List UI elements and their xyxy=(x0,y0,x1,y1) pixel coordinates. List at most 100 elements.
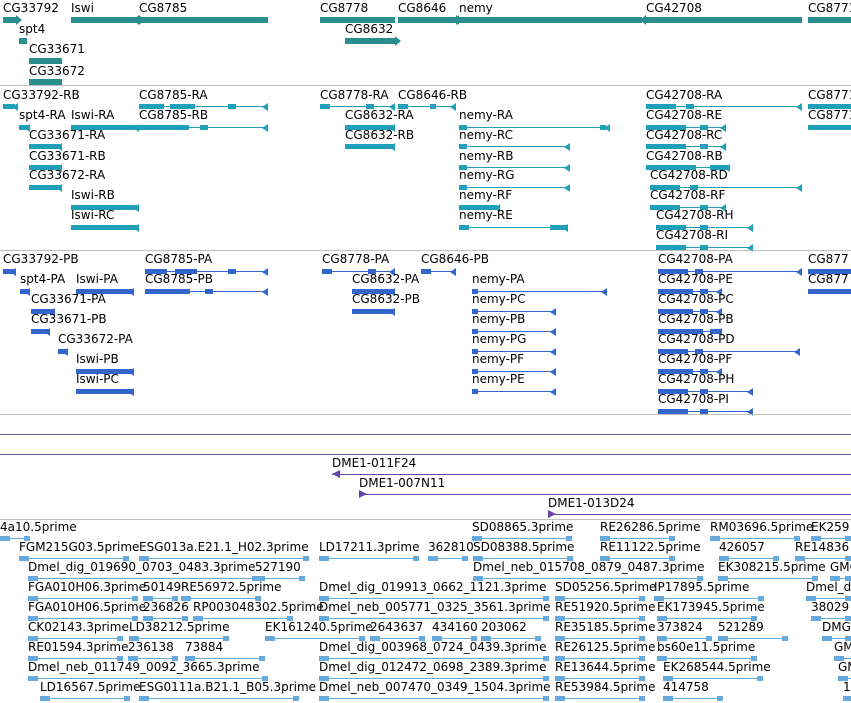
gene-bar[interactable] xyxy=(345,38,395,44)
est-line[interactable] xyxy=(830,578,851,579)
protein-label[interactable]: CG42708-PC xyxy=(658,292,734,306)
est-block[interactable] xyxy=(639,696,645,701)
protein-exon[interactable] xyxy=(808,269,851,274)
transcript-label[interactable]: CG42708-RH xyxy=(656,208,734,222)
transcript-exon[interactable] xyxy=(459,205,497,210)
protein-exon[interactable] xyxy=(76,289,132,294)
est-block[interactable] xyxy=(555,636,565,641)
transcript-exon[interactable] xyxy=(139,104,164,109)
protein-exon[interactable] xyxy=(175,269,197,274)
gene-label[interactable]: CG8632 xyxy=(345,22,394,36)
est-label[interactable]: IP17895.5prime xyxy=(654,580,750,594)
transcript-exon[interactable] xyxy=(650,205,680,210)
est-block[interactable] xyxy=(139,556,149,561)
transcript-exon[interactable] xyxy=(646,125,686,130)
est-label[interactable]: Dmel_d xyxy=(806,580,851,594)
transcript-label[interactable]: nemy-RE xyxy=(459,208,513,222)
transcript-exon[interactable] xyxy=(646,144,686,149)
transcript-exon[interactable] xyxy=(656,245,686,250)
est-line[interactable] xyxy=(139,558,309,559)
est-block[interactable] xyxy=(172,656,178,661)
est-block[interactable] xyxy=(845,576,851,581)
est-block[interactable] xyxy=(172,596,178,601)
protein-label[interactable]: CG42708-PI xyxy=(658,392,729,406)
est-label[interactable]: 414758 xyxy=(663,680,709,694)
est-block[interactable] xyxy=(773,556,779,561)
gene-label[interactable]: CG8778 xyxy=(320,1,369,15)
est-block[interactable] xyxy=(535,636,541,641)
est-label[interactable]: SD05256.5prime xyxy=(555,580,657,594)
est-label[interactable]: 373824 xyxy=(657,620,703,634)
gene-label[interactable]: spt4 xyxy=(19,22,46,36)
est-block[interactable] xyxy=(822,636,832,641)
est-block[interactable] xyxy=(181,596,191,601)
est-block[interactable] xyxy=(663,676,673,681)
est-block[interactable] xyxy=(124,696,130,701)
protein-exon[interactable] xyxy=(658,349,688,354)
est-block[interactable] xyxy=(782,636,788,641)
gene-bar[interactable] xyxy=(320,17,395,23)
protein-exon[interactable] xyxy=(145,269,167,274)
protein-label[interactable]: CG42708-PA xyxy=(658,252,733,266)
est-line[interactable] xyxy=(600,558,675,559)
est-block[interactable] xyxy=(473,556,483,561)
est-line[interactable] xyxy=(181,598,261,599)
est-block[interactable] xyxy=(24,536,30,541)
transcript-exon[interactable] xyxy=(459,125,467,130)
est-block[interactable] xyxy=(757,676,763,681)
est-line[interactable] xyxy=(265,638,365,639)
est-label[interactable]: RP003048302.5prime xyxy=(193,600,324,614)
gene-bar[interactable] xyxy=(29,58,62,64)
transcript-label[interactable]: nemy-RG xyxy=(459,168,515,182)
est-line[interactable] xyxy=(811,618,851,619)
gene-bar[interactable] xyxy=(3,17,16,23)
est-block[interactable] xyxy=(428,556,438,561)
est-block[interactable] xyxy=(28,656,38,661)
est-label[interactable]: Dmel_neb_007470_0349_1504.3prime xyxy=(319,680,551,694)
transcript-exon[interactable] xyxy=(366,104,374,109)
est-block[interactable] xyxy=(40,696,50,701)
est-label[interactable]: 50149 xyxy=(143,580,182,594)
protein-exon[interactable] xyxy=(421,269,431,274)
est-block[interactable] xyxy=(370,636,380,641)
est-block[interactable] xyxy=(845,636,851,641)
protein-label[interactable]: Iswi-PA xyxy=(76,272,118,286)
est-block[interactable] xyxy=(543,596,549,601)
est-block[interactable] xyxy=(663,696,673,701)
gene-bar[interactable] xyxy=(19,38,27,44)
est-label[interactable]: RE26286.5prime xyxy=(600,520,701,534)
est-line[interactable] xyxy=(319,678,549,679)
gene-bar[interactable] xyxy=(808,17,851,23)
est-label[interactable]: 236826 xyxy=(143,600,189,614)
gene-label[interactable]: Iswi xyxy=(71,1,94,15)
est-block[interactable] xyxy=(319,596,329,601)
est-block[interactable] xyxy=(117,656,123,661)
est-line[interactable] xyxy=(555,598,645,599)
est-block[interactable] xyxy=(669,556,675,561)
protein-label[interactable]: Iswi-PC xyxy=(76,372,119,386)
transcript-label[interactable]: CG8785-RA xyxy=(139,88,208,102)
protein-label[interactable]: CG42708-PF xyxy=(658,352,733,366)
est-label[interactable]: LD17211.3prime xyxy=(319,540,420,554)
clone-label[interactable]: DME1-007N11 xyxy=(359,476,446,490)
est-block[interactable] xyxy=(543,656,549,661)
est-block[interactable] xyxy=(28,576,38,581)
transcript-label[interactable]: CG33792-RB xyxy=(3,88,80,102)
est-block[interactable] xyxy=(639,636,645,641)
est-label[interactable]: RE53984.5prime xyxy=(555,680,656,694)
transcript-exon[interactable] xyxy=(650,185,680,190)
protein-exon[interactable] xyxy=(352,309,395,314)
est-block[interactable] xyxy=(28,596,38,601)
est-label[interactable]: 527190 xyxy=(255,560,301,574)
est-label[interactable]: Dmel_dig_019913_0662_1121.3prime xyxy=(319,580,547,594)
est-block[interactable] xyxy=(719,556,729,561)
est-line[interactable] xyxy=(795,558,851,559)
protein-exon[interactable] xyxy=(205,289,213,294)
clone-label[interactable]: DME1-011F24 xyxy=(332,456,417,470)
est-line[interactable] xyxy=(143,598,178,599)
est-line[interactable] xyxy=(710,538,800,539)
est-line[interactable] xyxy=(255,578,305,579)
est-label[interactable]: RE26125.5prime xyxy=(555,640,656,654)
est-block[interactable] xyxy=(845,616,851,621)
transcript-exon[interactable] xyxy=(320,104,330,109)
